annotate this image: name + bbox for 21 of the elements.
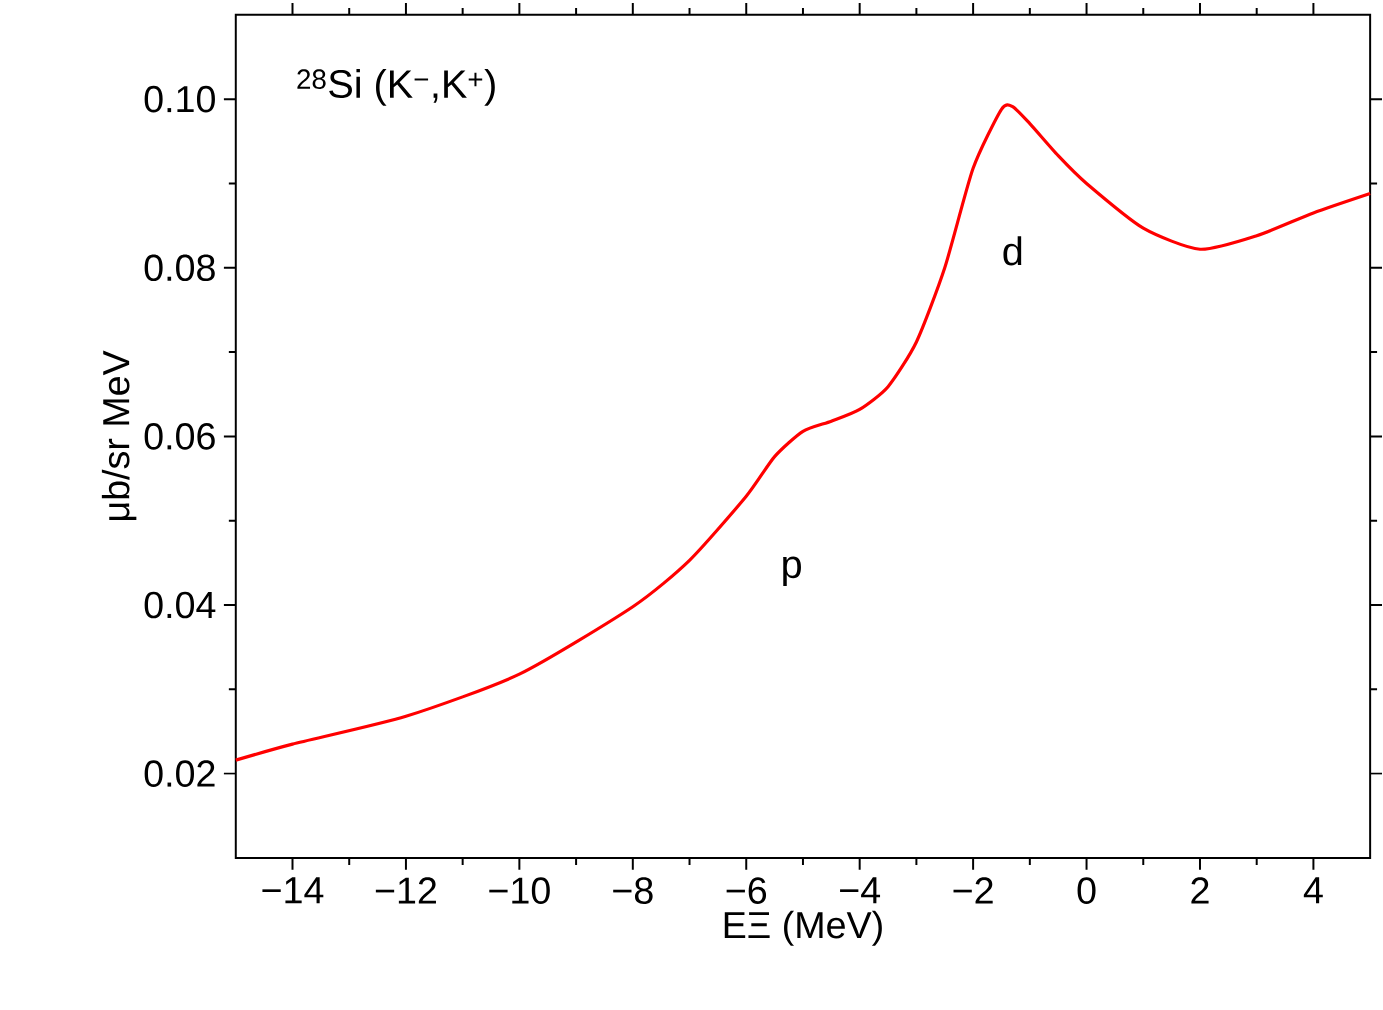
x-tick-label: −12	[375, 877, 436, 904]
annotation: $^{28}$Si (K$^{−}$,K$^{+}$)	[297, 69, 495, 107]
x-tick-label: 0	[1077, 877, 1096, 905]
annotation: p	[783, 556, 801, 587]
y-tick-label: 0.10	[144, 86, 215, 113]
x-tick-label: 4	[1303, 877, 1323, 904]
x-tick-label: 2	[1191, 877, 1209, 904]
x-tick-label: −4	[840, 877, 881, 904]
y-tick-label: 0.04	[144, 591, 216, 619]
y-tick-label: 0.06	[144, 423, 215, 450]
annotation: d	[1003, 236, 1022, 266]
x-tick-label: −2	[953, 877, 993, 904]
x-tick-label: −10	[489, 877, 550, 905]
y-tick-label: 0.02	[144, 760, 215, 788]
x-tick-label: −6	[726, 877, 767, 905]
y-axis-title: μb/sr MeV	[101, 350, 137, 521]
line-series	[234, 104, 1372, 762]
x-tick-label: −8	[613, 877, 653, 905]
x-tick-label: −14	[262, 877, 324, 904]
y-tick-label: 0.08	[144, 254, 215, 282]
x-axis-title: EΞ (MeV)	[724, 910, 882, 947]
